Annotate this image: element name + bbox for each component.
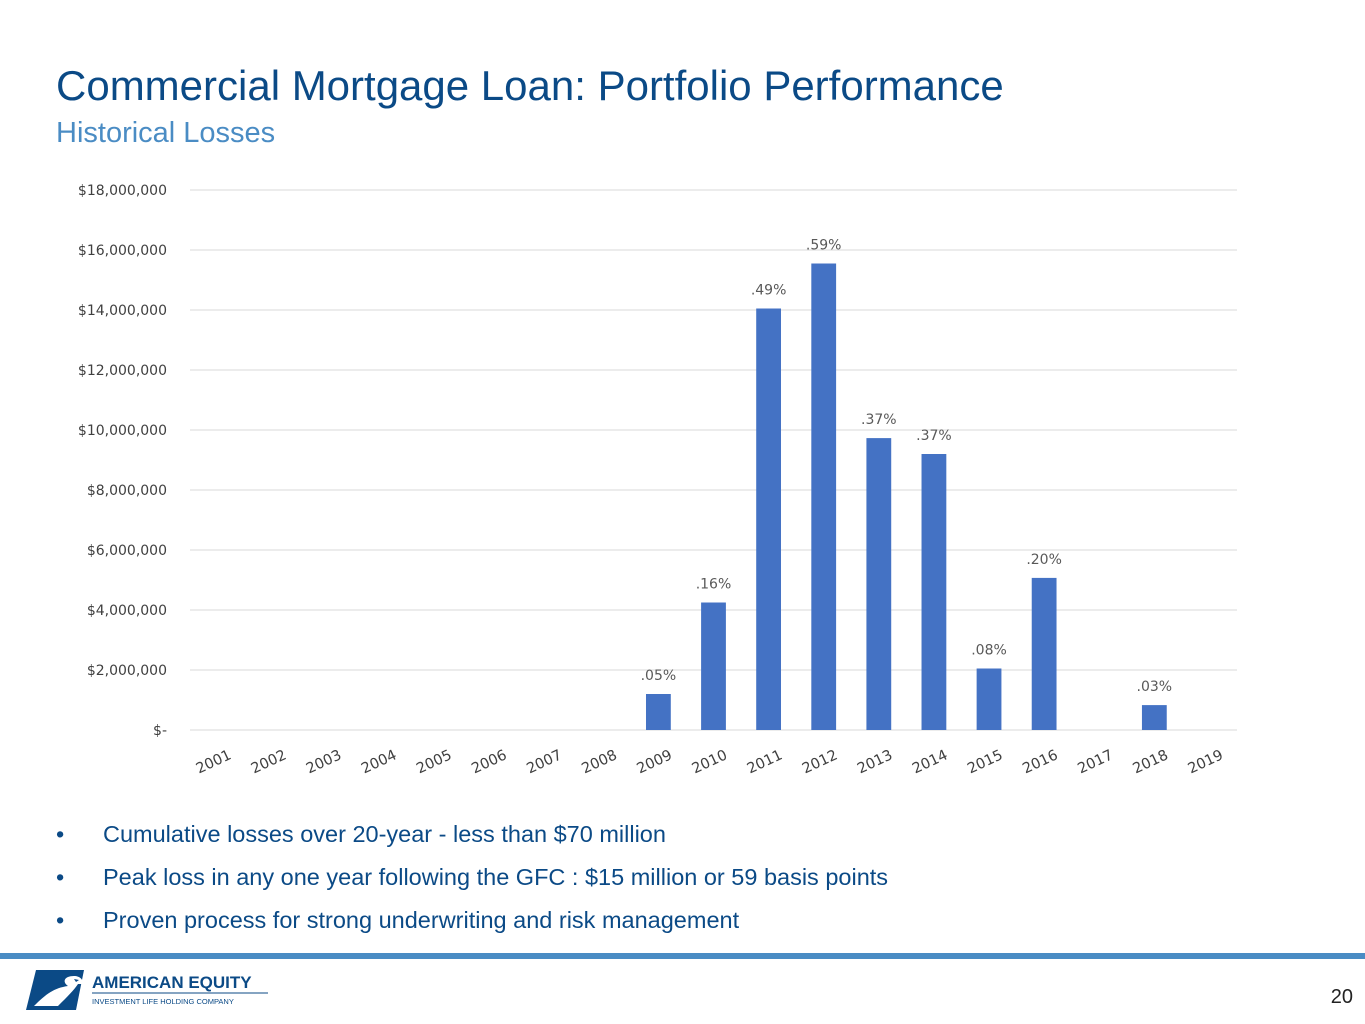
y-tick-label: $6,000,000 bbox=[87, 543, 167, 559]
x-tick-label: 2003 bbox=[304, 747, 344, 777]
bullet-item: • Proven process for strong underwriting … bbox=[56, 902, 888, 945]
page-title: Commercial Mortgage Loan: Portfolio Perf… bbox=[56, 62, 1004, 109]
bar-data-label: .20% bbox=[1026, 552, 1062, 568]
x-tick-label: 2017 bbox=[1075, 747, 1115, 777]
y-tick-label: $- bbox=[153, 723, 167, 739]
bullet-text: Cumulative losses over 20-year - less th… bbox=[103, 821, 666, 847]
y-tick-label: $18,000,000 bbox=[78, 183, 167, 199]
bar-data-label: .59% bbox=[806, 238, 842, 254]
x-tick-label: 2006 bbox=[469, 747, 509, 777]
page-subtitle: Historical Losses bbox=[56, 117, 276, 149]
y-tick-label: $12,000,000 bbox=[78, 363, 167, 379]
bar-data-label: .37% bbox=[916, 428, 952, 444]
y-tick-label: $2,000,000 bbox=[87, 663, 167, 679]
x-tick-label: 2013 bbox=[855, 747, 895, 777]
bar bbox=[866, 438, 892, 730]
y-tick-label: $16,000,000 bbox=[78, 243, 167, 259]
x-tick-label: 2001 bbox=[194, 747, 234, 777]
bullet-text: Peak loss in any one year following the … bbox=[103, 864, 889, 890]
bullet-marker: • bbox=[56, 821, 65, 847]
bar-data-label: .16% bbox=[696, 577, 732, 593]
bar bbox=[976, 668, 1002, 730]
x-tick-label: 2004 bbox=[359, 747, 399, 777]
company-tagline: INVESTMENT LIFE HOLDING COMPANY bbox=[92, 997, 234, 1006]
y-tick-label: $10,000,000 bbox=[78, 423, 167, 439]
eagle-icon bbox=[26, 970, 84, 1010]
y-tick-label: $8,000,000 bbox=[87, 483, 167, 499]
x-tick-label: 2012 bbox=[800, 747, 840, 777]
bar bbox=[756, 308, 782, 730]
x-tick-label: 2016 bbox=[1020, 747, 1060, 777]
bar bbox=[701, 602, 726, 730]
bar-data-label: .05% bbox=[641, 668, 677, 684]
x-tick-label: 2015 bbox=[965, 747, 1005, 777]
x-tick-label: 2019 bbox=[1186, 747, 1226, 777]
x-tick-label: 2005 bbox=[414, 747, 454, 777]
bullet-text: Proven process for strong underwriting a… bbox=[103, 907, 740, 933]
bar bbox=[1031, 577, 1057, 730]
bar bbox=[811, 263, 837, 730]
x-tick-label: 2011 bbox=[745, 747, 785, 777]
page-number: 20 bbox=[1330, 986, 1353, 1008]
y-tick-label: $4,000,000 bbox=[87, 603, 167, 619]
x-tick-label: 2018 bbox=[1131, 747, 1171, 777]
gridlines bbox=[190, 189, 1237, 731]
x-axis-tick-labels: 2001 2002 2003 2004 2005 2006 2007 2008 2009 2010… bbox=[194, 747, 1226, 777]
bar-data-label: .08% bbox=[971, 643, 1007, 659]
bar bbox=[1141, 705, 1167, 730]
bullet-item: • Cumulative losses over 20-year - less t… bbox=[56, 816, 888, 859]
key-points-list: • Cumulative losses over 20-year - less t… bbox=[56, 816, 888, 945]
company-logo: AMERICAN EQUITY INVESTMENT LIFE HOLDING … bbox=[26, 970, 268, 1010]
x-tick-label: 2014 bbox=[910, 747, 950, 777]
bars bbox=[645, 263, 1167, 730]
x-tick-label: 2008 bbox=[579, 747, 619, 777]
y-axis-tick-labels: $- $2,000,000 $4,000,000 $6,000,000 $8,000,0… bbox=[78, 183, 167, 739]
bar bbox=[645, 694, 671, 730]
x-tick-label: 2009 bbox=[635, 747, 675, 777]
company-name: AMERICAN EQUITY bbox=[92, 973, 252, 992]
bar bbox=[921, 454, 947, 730]
x-tick-label: 2002 bbox=[249, 747, 289, 777]
footer-divider bbox=[0, 953, 1365, 959]
bar-data-label: .49% bbox=[751, 283, 787, 299]
y-tick-label: $14,000,000 bbox=[78, 303, 167, 319]
bullet-marker: • bbox=[56, 907, 65, 933]
bar-data-label: .03% bbox=[1137, 679, 1173, 695]
x-tick-label: 2010 bbox=[690, 747, 730, 777]
bar-data-label: .37% bbox=[861, 412, 897, 428]
loss-bar-chart: $- $2,000,000 $4,000,000 $6,000,000 $8,000,0… bbox=[78, 183, 1237, 777]
data-labels: .05% .16% .49% .59% .37% .37% .08% .20% .03% bbox=[641, 238, 1173, 696]
bullet-item: • Peak loss in any one year following the… bbox=[56, 859, 888, 902]
x-tick-label: 2007 bbox=[524, 747, 564, 777]
bullet-marker: • bbox=[56, 864, 65, 890]
